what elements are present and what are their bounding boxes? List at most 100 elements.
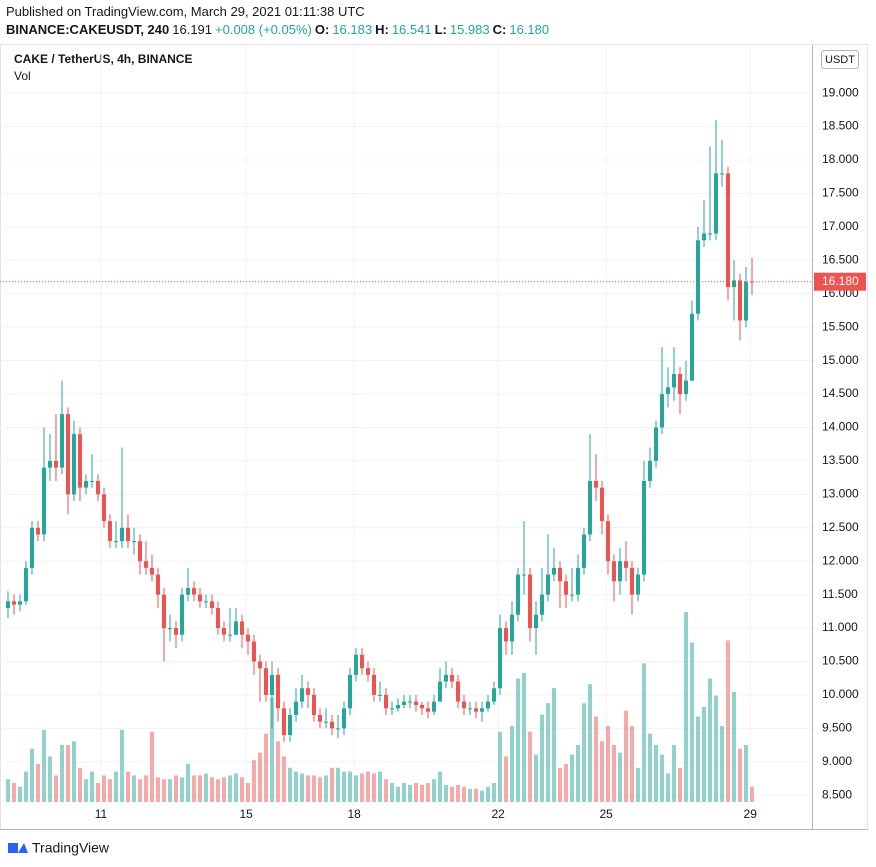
candle-body bbox=[197, 594, 202, 602]
volume-bar bbox=[587, 684, 592, 802]
volume-bar bbox=[239, 777, 244, 802]
volume-bar bbox=[119, 729, 124, 802]
volume-bar bbox=[605, 726, 610, 802]
symbol: BINANCE:CAKEUSDT, 240 bbox=[6, 22, 170, 37]
volume-bar bbox=[167, 779, 172, 802]
candle-body bbox=[209, 601, 214, 609]
candle-body bbox=[431, 701, 436, 712]
y-tick-label: 12.500 bbox=[822, 520, 859, 534]
volume-bar bbox=[281, 756, 286, 802]
candle-body bbox=[659, 394, 664, 428]
volume-bar bbox=[101, 775, 106, 802]
volume-bar bbox=[335, 767, 340, 802]
candle-body bbox=[59, 414, 64, 468]
h-value: 16.541 bbox=[391, 22, 432, 37]
candle-body bbox=[323, 721, 328, 723]
footer-logo bbox=[8, 843, 28, 853]
volume-bar bbox=[365, 771, 370, 802]
candle-body bbox=[131, 541, 136, 543]
volume-bar bbox=[461, 786, 466, 802]
candle-body bbox=[425, 708, 430, 712]
candle-body bbox=[293, 701, 298, 715]
currency-box bbox=[821, 50, 859, 69]
candle-body bbox=[149, 567, 154, 575]
candle-body bbox=[299, 688, 304, 702]
volume-bar bbox=[665, 773, 670, 802]
l-label: L: bbox=[434, 22, 447, 37]
candle-body bbox=[557, 567, 562, 582]
volume-bar bbox=[11, 783, 16, 802]
candle-body bbox=[245, 634, 250, 642]
volume-bar bbox=[749, 786, 754, 802]
candle-body bbox=[605, 521, 610, 562]
candle-body bbox=[719, 173, 724, 175]
volume-bar bbox=[215, 779, 220, 802]
volume-bar bbox=[95, 783, 100, 802]
y-tick-label: 16.500 bbox=[822, 252, 859, 266]
volume-bar bbox=[647, 733, 652, 802]
candle-body bbox=[671, 373, 676, 388]
candle-body bbox=[377, 694, 382, 696]
volume-bar bbox=[17, 786, 22, 802]
candle-body bbox=[305, 688, 310, 695]
volume-bar bbox=[311, 775, 316, 802]
volume-bar bbox=[521, 672, 526, 802]
candle-body bbox=[287, 714, 292, 736]
candle-body bbox=[437, 681, 442, 702]
volume-bar bbox=[23, 771, 28, 802]
candle-body bbox=[545, 574, 550, 595]
volume-bar bbox=[671, 745, 676, 802]
volume-bar bbox=[227, 775, 232, 802]
volume-bar bbox=[389, 783, 394, 802]
candle-body bbox=[401, 701, 406, 705]
volume-bar bbox=[437, 771, 442, 802]
candle-body bbox=[737, 280, 742, 321]
volume-bar bbox=[395, 786, 400, 802]
change: +0.008 (+0.05%) bbox=[215, 22, 312, 37]
candle-body bbox=[65, 414, 70, 495]
volume-bar bbox=[53, 775, 58, 802]
volume-bar bbox=[497, 731, 502, 802]
candle-body bbox=[527, 574, 532, 629]
volume-bar bbox=[137, 779, 142, 802]
candle-body bbox=[23, 567, 28, 602]
candle-body bbox=[47, 460, 52, 468]
volume-bar bbox=[209, 777, 214, 802]
y-tick-label: 15.500 bbox=[822, 319, 859, 333]
volume-label: Vol bbox=[14, 69, 31, 83]
candle-body bbox=[569, 594, 574, 596]
published-line: Published on TradingView.com, March 29, … bbox=[6, 4, 365, 19]
volume-bar bbox=[323, 775, 328, 802]
candle-body bbox=[563, 581, 568, 595]
y-tick-label: 12.000 bbox=[822, 553, 859, 567]
candle-body bbox=[29, 527, 34, 568]
volume-bar bbox=[83, 779, 88, 802]
y-tick-label: 18.000 bbox=[822, 152, 859, 166]
volume-bar bbox=[713, 695, 718, 802]
x-tick-label: 22 bbox=[492, 807, 506, 821]
candle-body bbox=[587, 480, 592, 535]
candle-body bbox=[407, 701, 412, 703]
volume-bar bbox=[641, 663, 646, 802]
volume-bar bbox=[155, 777, 160, 802]
candle-body bbox=[455, 681, 460, 702]
volume-bar bbox=[89, 771, 94, 802]
candle-body bbox=[683, 380, 688, 395]
volume-bar bbox=[293, 771, 298, 802]
volume-bar bbox=[191, 775, 196, 802]
candle-body bbox=[41, 467, 46, 535]
volume-bar bbox=[575, 745, 580, 802]
volume-bar bbox=[491, 783, 496, 802]
candle-body bbox=[713, 173, 718, 234]
candle-body bbox=[257, 661, 262, 669]
candle-body bbox=[509, 614, 514, 642]
y-tick-label: 8.500 bbox=[822, 787, 852, 801]
volume-bar bbox=[401, 783, 406, 802]
volume-bar bbox=[485, 786, 490, 802]
y-tick-label: 13.000 bbox=[822, 487, 859, 501]
volume-bar bbox=[65, 745, 70, 802]
candle-body bbox=[341, 708, 346, 729]
volume-bar bbox=[353, 775, 358, 802]
y-tick-label: 14.000 bbox=[822, 420, 859, 434]
